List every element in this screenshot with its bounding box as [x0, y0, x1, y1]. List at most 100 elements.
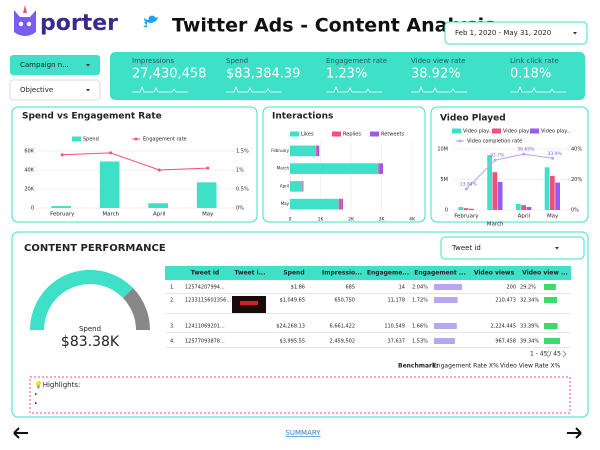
caret — [555, 247, 559, 250]
legend-label: Video completion rate — [467, 139, 522, 145]
line — [62, 152, 208, 171]
gauge-value: $83.38K — [61, 334, 120, 350]
y-tick-label: 0 — [31, 206, 34, 212]
legend-swatch — [370, 131, 379, 137]
y2-tick-label: 40% — [571, 147, 582, 153]
point — [157, 168, 161, 172]
chart-title: Interactions — [272, 112, 333, 122]
bar — [99, 161, 120, 208]
legend-swatch — [530, 128, 539, 134]
date-picker[interactable] — [444, 21, 588, 45]
legend-swatch — [290, 131, 299, 137]
point — [109, 151, 113, 155]
bar — [196, 182, 217, 208]
x-tick-label: 0 — [289, 217, 292, 223]
cell: 967,458 — [495, 339, 516, 345]
legend-label: Retweets — [381, 132, 404, 138]
legend-dot — [458, 139, 462, 143]
y2-tick-label: 1.5% — [236, 149, 249, 155]
y2-tick-label: 0.5% — [236, 187, 249, 193]
tweet-image-accent — [240, 301, 258, 305]
row-index: 4. — [170, 339, 175, 345]
bar — [290, 163, 379, 174]
cell: 210,473 — [495, 298, 516, 304]
x-tick-label: 4K — [409, 217, 416, 223]
cell: 12574207994... — [185, 285, 225, 291]
data-bar — [544, 297, 558, 303]
cell: 12411069201... — [185, 324, 225, 330]
bar — [487, 155, 492, 210]
legend-swatch — [332, 131, 341, 137]
chart-title: Spend vs Engagement Rate — [22, 112, 162, 122]
kpi-strip — [110, 52, 585, 100]
bar — [544, 167, 550, 210]
legend-swatch — [492, 128, 501, 134]
legend-label: Likes — [301, 132, 314, 138]
caret — [86, 64, 90, 67]
column-header: Engagement ... — [414, 270, 465, 277]
y-tick-label: 40K — [24, 168, 34, 174]
cell: 1.72% — [412, 298, 428, 304]
pager-arrows[interactable] — [545, 350, 567, 358]
panel — [11, 106, 258, 223]
benchmark-label: Benchmark: — [398, 363, 438, 370]
filter-label: Tweet id — [451, 244, 481, 252]
bar — [315, 145, 317, 157]
row-index: 2. — [170, 298, 175, 304]
point — [551, 156, 555, 160]
x-tick-label: 3K — [379, 217, 386, 223]
column-header: Video view ... — [522, 270, 568, 277]
y-tick-label: May — [281, 201, 290, 206]
cell: 37,637 — [388, 339, 406, 345]
cell: 1.66% — [412, 324, 428, 330]
bar — [338, 198, 342, 210]
bar — [526, 206, 532, 210]
cell: 11,178 — [388, 298, 406, 304]
data-bar — [434, 284, 462, 290]
cell: 650,750 — [334, 298, 355, 304]
legend-label: Video play... — [503, 129, 534, 135]
cell: 29.2% — [520, 285, 536, 291]
point — [464, 187, 468, 191]
benchmark: Video View Rate X% — [500, 363, 561, 370]
sparkline — [132, 85, 188, 93]
next-arrow[interactable] — [567, 427, 582, 439]
kpi-value: $83,384.39 — [226, 67, 300, 82]
page-title: Twitter Ads - Content Analysis — [172, 15, 496, 37]
line — [466, 153, 553, 190]
bar — [497, 181, 503, 210]
twitter-icon — [143, 15, 158, 28]
bar — [463, 208, 469, 210]
y-tick-label: 0 — [445, 208, 448, 214]
bar — [458, 206, 464, 210]
kpi-label: Engagement rate — [326, 57, 387, 65]
column-header: Impressio... — [322, 270, 362, 277]
data-label: 36.65% — [517, 147, 535, 153]
kpi-label: Impressions — [132, 57, 174, 65]
caret — [573, 32, 577, 35]
date-range: Feb 1, 2020 - May 31, 2020 — [455, 29, 551, 37]
benchmark: Engagement Rate X% — [433, 363, 499, 370]
logo-icon — [14, 5, 36, 36]
sparkline — [510, 85, 566, 93]
kpi-label: Spend — [226, 57, 248, 65]
prev-arrow[interactable] — [13, 427, 28, 439]
logo-text: porter — [40, 11, 118, 36]
campaign-filter[interactable] — [10, 55, 100, 75]
legend-label: Engagement rate — [143, 137, 187, 143]
cell: 110,549 — [384, 324, 405, 330]
bar — [148, 203, 168, 208]
kpi-value: 1.23% — [326, 67, 367, 82]
data-bar — [544, 284, 556, 290]
filter-label: Campaign n... — [20, 61, 69, 69]
x-tick-label: March — [102, 212, 119, 218]
tweet-filter[interactable] — [440, 236, 585, 260]
chart-title: Video Played — [440, 114, 506, 124]
x-tick-label: April — [153, 212, 166, 218]
y-tick-label: February — [271, 148, 289, 153]
bar — [492, 172, 498, 210]
summary-link[interactable]: SUMMARY — [285, 429, 321, 437]
objective-filter[interactable] — [9, 79, 101, 101]
bar — [302, 181, 304, 192]
cell: 33.39% — [520, 324, 539, 330]
